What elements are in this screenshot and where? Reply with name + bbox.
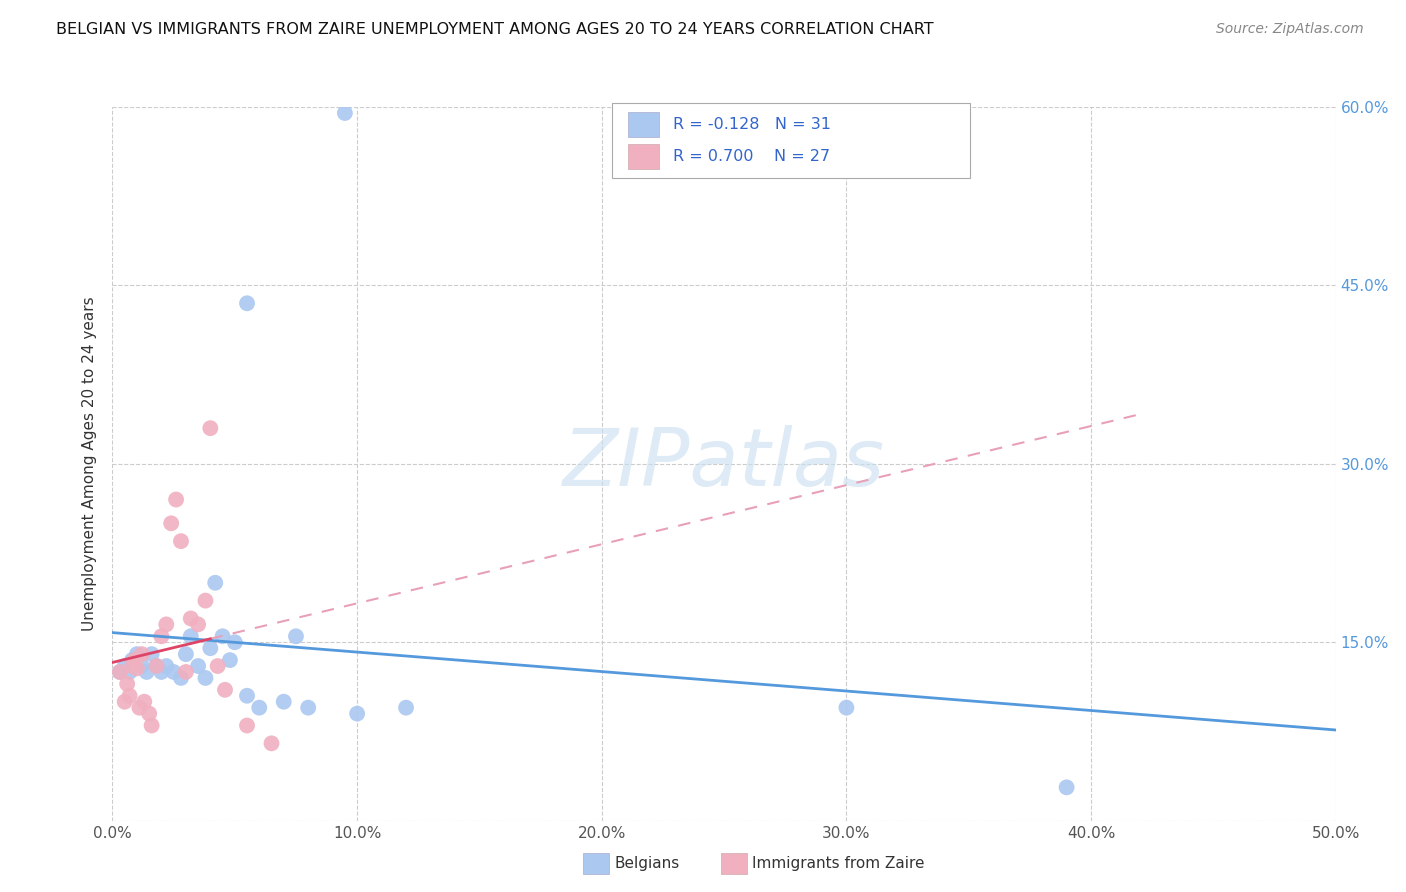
Point (131, 647, 153, 661)
Point (236, 689, 259, 703)
Point (214, 682, 236, 697)
Point (174, 647, 197, 661)
Point (200, 421, 222, 435)
Point (125, 661, 148, 675)
Point (150, 629, 173, 643)
Text: Immigrants from Zaire: Immigrants from Zaire (752, 856, 925, 871)
Point (160, 516, 183, 531)
Point (163, 665, 186, 679)
Point (187, 617, 209, 632)
Point (180, 629, 202, 643)
Point (145, 659, 167, 673)
Point (395, 700, 418, 714)
Point (219, 653, 242, 667)
Point (333, 106, 356, 120)
Text: R = 0.700    N = 27: R = 0.700 N = 27 (673, 149, 831, 163)
Point (200, 641, 222, 656)
Point (204, 575, 226, 590)
Point (125, 647, 148, 661)
Y-axis label: Unemployment Among Ages 20 to 24 years: Unemployment Among Ages 20 to 24 years (82, 296, 97, 632)
Point (247, 700, 270, 714)
Point (121, 653, 143, 667)
Text: BELGIAN VS IMMIGRANTS FROM ZAIRE UNEMPLOYMENT AMONG AGES 20 TO 24 YEARS CORRELAT: BELGIAN VS IMMIGRANTS FROM ZAIRE UNEMPLO… (56, 22, 934, 37)
Point (207, 659, 229, 673)
Point (170, 671, 193, 685)
Point (194, 593, 217, 607)
Point (150, 665, 173, 679)
Text: Source: ZipAtlas.com: Source: ZipAtlas.com (1216, 22, 1364, 37)
Point (835, 700, 858, 714)
Point (114, 659, 136, 673)
Point (297, 700, 319, 714)
Point (115, 677, 138, 691)
Text: ZIPatlas: ZIPatlas (562, 425, 886, 503)
Point (141, 718, 163, 732)
Point (273, 695, 295, 709)
Point (187, 659, 209, 673)
Text: R = -0.128   N = 31: R = -0.128 N = 31 (673, 118, 831, 132)
Point (118, 665, 141, 679)
Point (155, 659, 177, 673)
Point (165, 492, 187, 507)
Point (211, 629, 233, 643)
Point (236, 718, 259, 732)
Point (236, 296, 259, 310)
Point (135, 665, 157, 679)
Point (141, 647, 163, 661)
Point (155, 617, 177, 632)
Point (194, 671, 217, 685)
Point (108, 665, 131, 679)
Point (180, 611, 202, 625)
Point (284, 629, 308, 643)
Point (346, 706, 368, 721)
Point (260, 736, 283, 750)
Point (124, 653, 146, 667)
Point (118, 689, 141, 703)
Text: Belgians: Belgians (614, 856, 679, 871)
Point (1056, 780, 1078, 795)
Point (170, 534, 193, 549)
Point (128, 700, 150, 714)
Point (224, 635, 246, 649)
Point (108, 665, 131, 679)
Point (114, 695, 136, 709)
Point (131, 659, 153, 673)
Point (121, 659, 143, 673)
Point (174, 665, 197, 679)
Point (145, 659, 167, 673)
Point (134, 695, 156, 709)
Point (138, 706, 160, 721)
